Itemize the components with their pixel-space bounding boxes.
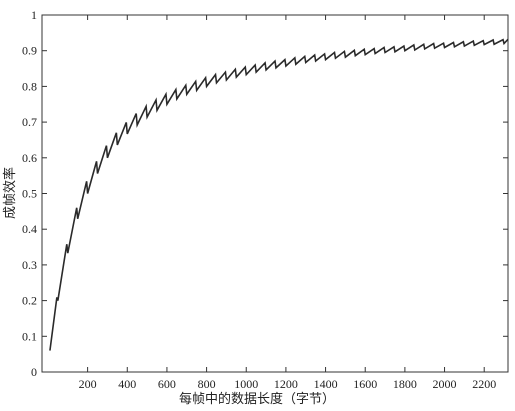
y-tick-label: 0.2 (22, 294, 37, 308)
data-line (49, 38, 509, 351)
y-tick-label: 0.3 (22, 258, 37, 272)
y-tick-label: 0.1 (22, 329, 37, 343)
x-tick-label: 1800 (393, 377, 417, 391)
x-tick-label: 1400 (314, 377, 338, 391)
x-tick-label: 800 (198, 377, 216, 391)
x-tick-label: 1600 (353, 377, 377, 391)
y-tick-label: 0.5 (22, 187, 37, 201)
y-axis-label: 成帧效率 (2, 167, 17, 219)
x-tick-label: 1200 (274, 377, 298, 391)
x-tick-label: 400 (118, 377, 136, 391)
y-tick-label: 0.7 (22, 115, 37, 129)
y-tick-label: 0.9 (22, 44, 37, 58)
plot-frame (41, 14, 509, 373)
x-tick-label: 200 (79, 377, 97, 391)
y-tick-label: 0.8 (22, 79, 37, 93)
x-tick-label: 2200 (472, 377, 496, 391)
y-tick-label: 0.6 (22, 151, 37, 165)
y-tick-label: 0 (31, 365, 37, 379)
x-axis-label: 每帧中的数据长度（字节） (179, 391, 335, 406)
y-tick-label: 0.4 (22, 222, 37, 236)
y-tick-label: 1 (31, 8, 37, 22)
x-tick-label: 1000 (234, 377, 258, 391)
x-tick-label: 600 (158, 377, 176, 391)
x-tick-label: 2000 (433, 377, 457, 391)
